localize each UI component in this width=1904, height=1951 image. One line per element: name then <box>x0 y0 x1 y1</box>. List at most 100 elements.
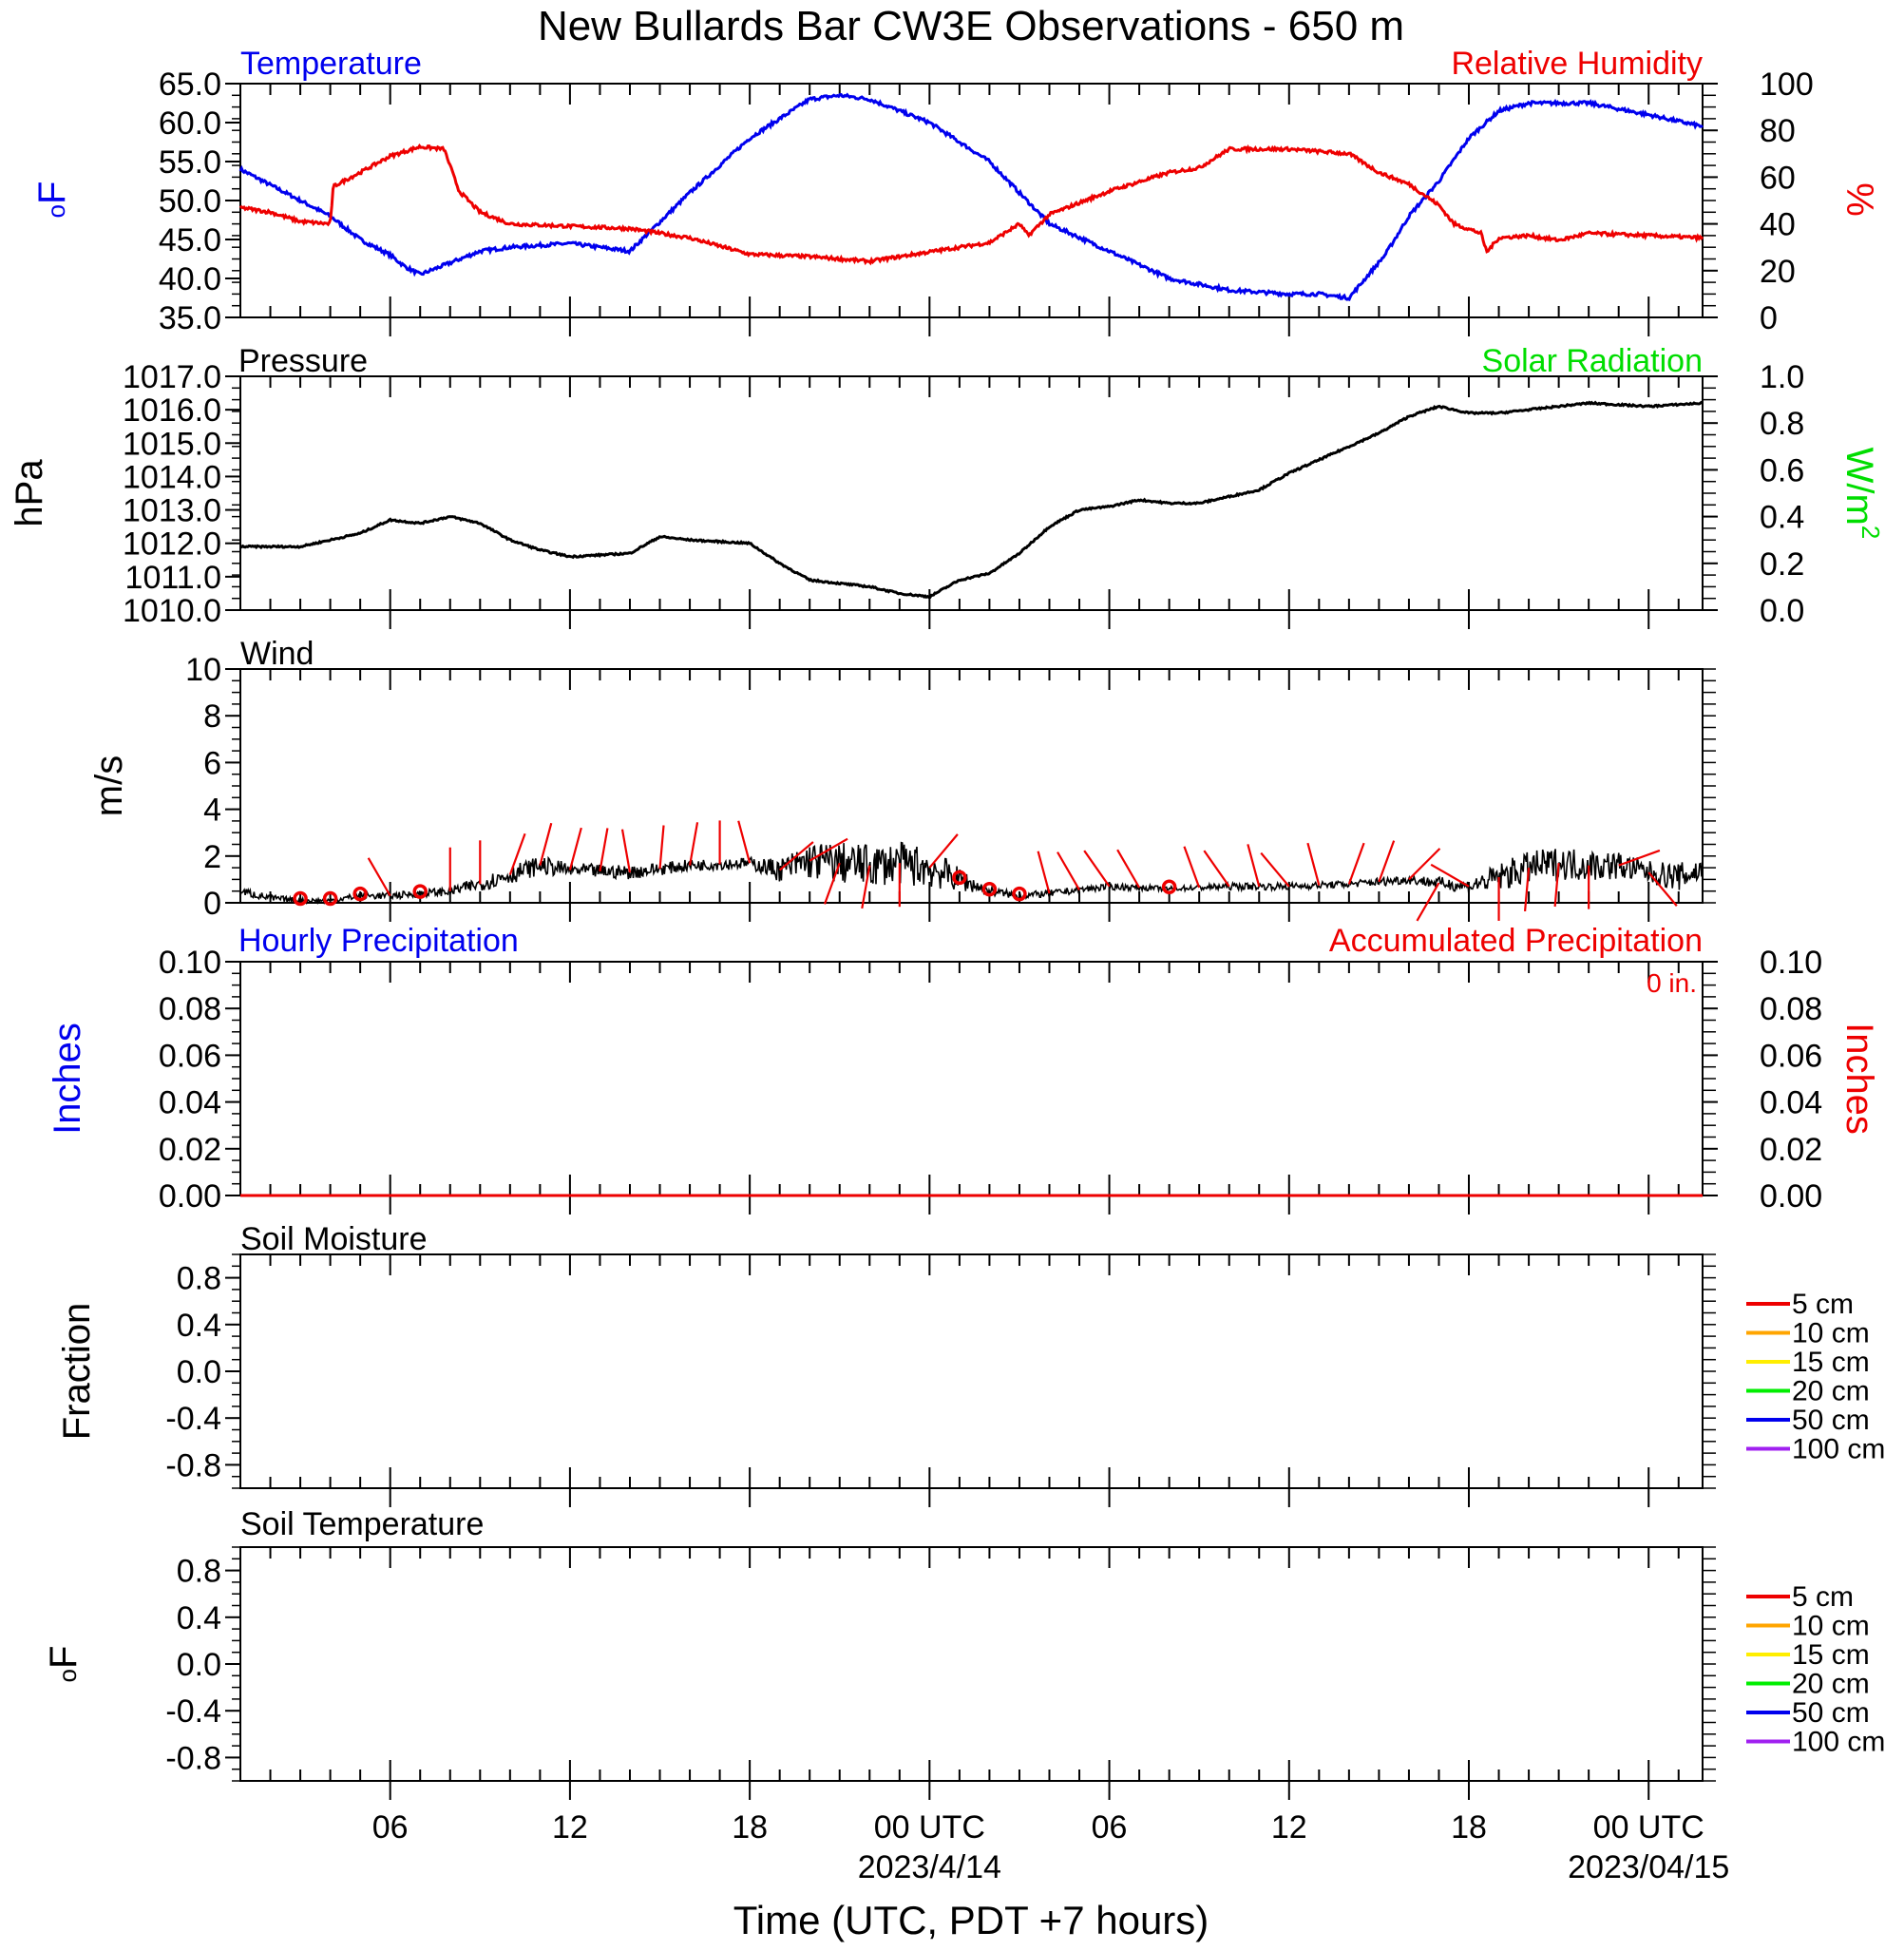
wind-barb <box>1037 851 1051 894</box>
wind-barb <box>1306 842 1321 886</box>
precipitation-panel: 0.10 0.08 0.06 0.04 0.02 0.00 0.10 0.08 0.06 0.0… <box>47 923 1880 1215</box>
wind-barbs <box>293 820 1678 922</box>
y-tick-label: -0.8 <box>165 1447 221 1483</box>
y-tick-label: 0.06 <box>159 1038 221 1074</box>
superscript-2: 2 <box>1856 526 1885 539</box>
wind-barb <box>1618 849 1661 867</box>
y-tick-label: -0.4 <box>165 1693 221 1730</box>
pressure-series-line <box>239 400 1704 600</box>
wind-barb <box>861 865 871 909</box>
degree-mark: o <box>53 1669 82 1682</box>
calm-wind-marker <box>352 886 368 902</box>
left-y-ticks: 0.10 0.08 0.06 0.04 0.02 0.00 <box>159 945 240 1215</box>
y-tick-label: 1013.0 <box>123 493 221 529</box>
x-tick-label: 06 <box>1092 1809 1128 1846</box>
wind-barb <box>599 828 609 871</box>
y-tick-label: 55.0 <box>159 144 221 181</box>
y-tick-label: 0.8 <box>177 1554 221 1590</box>
wind-barb <box>508 832 526 875</box>
y-tick-label: 65.0 <box>159 67 221 103</box>
pressure-solar-panel: 1017.01016.01015.01014.01013.01012.01011… <box>9 343 1885 629</box>
wind-barb <box>809 837 848 862</box>
legend-label: 10 cm <box>1792 1318 1870 1349</box>
left-y-ticks: 0.8 0.4 0.0 -0.4 -0.8 <box>165 1253 240 1489</box>
x-tick-date: 2023/4/14 <box>858 1849 1001 1885</box>
wind-barb <box>1203 850 1230 888</box>
legend-label: 100 cm <box>1792 1434 1885 1465</box>
right-y-tick-label: 0.04 <box>1760 1085 1822 1121</box>
wind-barb <box>688 822 699 866</box>
wind-barb <box>778 841 814 871</box>
right-y-tick-label: 0.00 <box>1760 1178 1822 1215</box>
y-tick-label: 4 <box>203 793 221 829</box>
legend-label: 5 cm <box>1792 1581 1854 1613</box>
x-tick-label: 12 <box>1271 1809 1307 1846</box>
wind-barb <box>367 857 391 897</box>
wind-barb <box>1183 846 1201 889</box>
wind-barb <box>1647 871 1678 907</box>
wind-barb <box>1247 844 1261 888</box>
x-minor-ticks <box>269 962 1680 1215</box>
left-y-ticks: 65.060.055.050.045.040.035.0 <box>159 67 240 336</box>
y-tick-label: 0.02 <box>159 1132 221 1168</box>
wind-barb <box>658 825 665 870</box>
right-y-tick-label: 0.0 <box>1760 593 1804 629</box>
calm-wind-marker <box>1161 879 1177 894</box>
calm-wind-marker <box>293 890 308 907</box>
right-y-ticks: 0.10 0.08 0.06 0.04 0.02 0.00 <box>1703 945 1822 1215</box>
temperature-title: Temperature <box>240 46 422 82</box>
y-tick-label: 60.0 <box>159 105 221 142</box>
right-y-tick-label: 0.2 <box>1760 546 1804 583</box>
y-tick-label: 1016.0 <box>123 392 221 429</box>
wind-barb <box>568 827 582 870</box>
solar-axis-label: W/m2 <box>1838 448 1885 540</box>
y-tick-label: 1011.0 <box>125 560 221 596</box>
legend-label: 15 cm <box>1792 1639 1870 1671</box>
wind-barb <box>823 862 841 905</box>
left-y-ticks: 10 8 6 4 2 0 <box>185 652 240 922</box>
x-tick-date: 2023/04/15 <box>1568 1849 1729 1885</box>
x-minor-ticks <box>269 1547 1680 1800</box>
y-tick-label: 2 <box>203 839 221 875</box>
y-tick-label: 0.04 <box>159 1085 221 1121</box>
humidity-title: Relative Humidity <box>1451 46 1703 82</box>
pressure-title: Pressure <box>238 343 368 379</box>
temperature-series-line <box>238 92 1704 302</box>
wind-barb <box>1378 840 1396 883</box>
accum-precip-title: Accumulated Precipitation <box>1329 923 1703 959</box>
legend-label: 50 cm <box>1792 1405 1870 1436</box>
left-y-ticks: 0.8 0.4 0.0 -0.4 -0.8 <box>165 1546 240 1782</box>
right-y-tick-label: 0.4 <box>1760 500 1804 536</box>
legend-label: 100 cm <box>1792 1727 1885 1758</box>
legend-label: 10 cm <box>1792 1611 1870 1642</box>
calm-wind-marker <box>412 884 428 899</box>
temperature-axis-label: oF <box>31 182 73 219</box>
right-y-tick-label: 20 <box>1760 254 1796 290</box>
y-tick-label: 40.0 <box>159 261 221 297</box>
y-tick-label: 1012.0 <box>123 526 221 563</box>
y-tick-label: 1014.0 <box>123 459 221 495</box>
wind-barb <box>1523 868 1531 912</box>
hourly-precip-title: Hourly Precipitation <box>238 923 519 959</box>
soil-moisture-axis-label: Fraction <box>56 1303 98 1441</box>
y-tick-label: 0 <box>203 886 221 922</box>
y-tick-label: 1017.0 <box>123 359 221 395</box>
soil-temperature-panel: 0.8 0.4 0.0 -0.4 -0.8 Soil Temperature oF 5 … <box>43 1506 1885 1800</box>
panel-frame <box>239 1546 1704 1782</box>
wind-barb <box>1416 882 1440 922</box>
x-tick-label: 12 <box>552 1809 588 1846</box>
x-tick-label: 18 <box>732 1809 768 1846</box>
right-y-ticks <box>1703 668 1716 904</box>
right-y-tick-label: 40 <box>1760 207 1796 243</box>
x-minor-ticks <box>269 84 1680 336</box>
wind-barb <box>1260 851 1290 888</box>
calm-wind-marker <box>1012 886 1027 902</box>
soil-moisture-title: Soil Moisture <box>240 1221 428 1257</box>
y-tick-label: 8 <box>203 698 221 735</box>
legend-label: 20 cm <box>1792 1669 1870 1700</box>
hourly-precip-axis-label: Inches <box>47 1023 88 1135</box>
right-y-tick-label: 100 <box>1760 67 1814 103</box>
accum-precip-axis-label: Inches <box>1838 1023 1880 1135</box>
x-tick-label: 18 <box>1451 1809 1487 1846</box>
